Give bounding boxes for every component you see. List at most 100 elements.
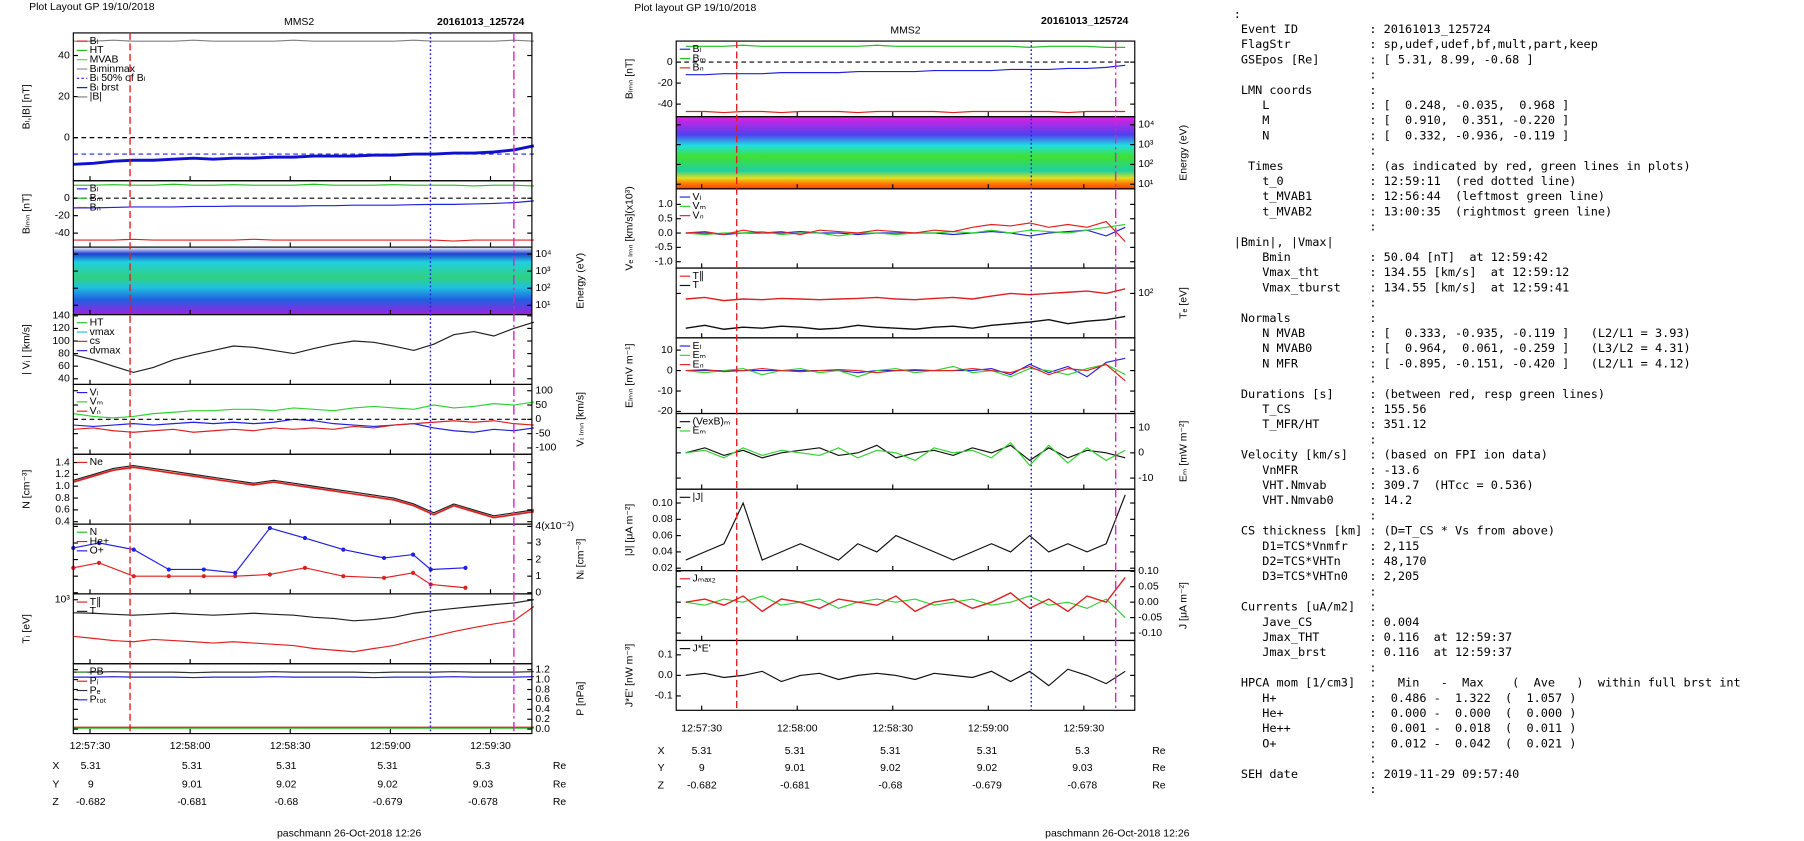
y-tick-label: 0.0 bbox=[658, 670, 673, 681]
y-axis-label: J [μA m⁻²] bbox=[1178, 582, 1189, 629]
series-marker bbox=[463, 565, 468, 570]
info-line: CS thickness [km] : (D=T_CS * Vs from ab… bbox=[1234, 524, 1555, 538]
series-line bbox=[685, 315, 1126, 330]
legend-label: |B| bbox=[90, 92, 102, 103]
y-tick-label: -20 bbox=[658, 406, 673, 417]
legend-label: T bbox=[90, 606, 97, 617]
y-tick-label: 100 bbox=[52, 336, 70, 347]
y-axis-label: Bₗ,|B| [nT] bbox=[22, 84, 33, 129]
y-axis-label: P [nPa] bbox=[576, 682, 587, 716]
series-line bbox=[685, 223, 1126, 237]
panel-frame bbox=[72, 593, 533, 665]
info-line: VHT.Nmvab : 309.7 (HTcc = 0.536) bbox=[1234, 478, 1534, 492]
series-marker bbox=[341, 574, 346, 579]
ephemeris-cell: Re bbox=[1152, 781, 1166, 792]
legend-label: Eₙ bbox=[693, 359, 704, 370]
series-marker bbox=[341, 547, 346, 552]
y-tick-label: 0 bbox=[64, 132, 70, 143]
legend-label: N bbox=[90, 527, 98, 538]
info-line: H+ : 0.486 - 1.322 ( 1.057 ) bbox=[1234, 691, 1577, 705]
y-tick-label: 2 bbox=[535, 554, 541, 565]
series-marker bbox=[96, 560, 102, 565]
info-line: : bbox=[1234, 296, 1377, 310]
series-line bbox=[73, 238, 534, 242]
ephemeris-cell: 9.01 bbox=[785, 763, 806, 774]
y-tick-label: 1.0 bbox=[658, 199, 673, 210]
ephemeris-cell: 5.31 bbox=[276, 761, 297, 772]
legend-label: vmax bbox=[90, 327, 116, 338]
series-marker bbox=[267, 572, 272, 577]
info-line: : bbox=[1234, 144, 1377, 158]
ephemeris-cell: 9.03 bbox=[1072, 763, 1093, 774]
y-tick-label: 0.02 bbox=[652, 563, 673, 574]
info-line: SEH date : 2019-11-29 09:57:40 bbox=[1234, 767, 1520, 781]
legend-label: Vₗ bbox=[90, 387, 99, 398]
info-line: : bbox=[1234, 7, 1241, 21]
footer: paschmann 26-Oct-2018 12:26 bbox=[1045, 828, 1190, 839]
ephemeris-cell: X bbox=[658, 746, 665, 757]
y-tick-label: 50 bbox=[535, 400, 547, 411]
legend-label: Pₜₒₜ bbox=[90, 695, 107, 706]
info-line: Vmax_tht : 134.55 [km/s] at 12:59:12 bbox=[1234, 265, 1570, 279]
x-tick-label: 12:58:30 bbox=[872, 724, 913, 735]
y-tick-label: 0 bbox=[1138, 448, 1144, 459]
ephemeris-cell: -0.68 bbox=[878, 781, 902, 792]
panel-frame bbox=[72, 180, 533, 248]
y-tick-label: 10¹ bbox=[1138, 179, 1154, 190]
y-tick-label: 0.05 bbox=[1138, 581, 1159, 592]
y-axis-label: Eₗₘₙ [mV m⁻¹] bbox=[624, 343, 635, 408]
y-tick-label: 3 bbox=[535, 538, 541, 549]
panel-frame bbox=[72, 663, 533, 735]
y-axis-label: Energy (eV) bbox=[576, 253, 587, 309]
x-tick-label: 12:58:00 bbox=[777, 724, 818, 735]
info-line: He+ : 0.000 - 0.000 ( 0.000 ) bbox=[1234, 706, 1577, 720]
ephemeris-cell: Y bbox=[52, 780, 59, 791]
event-id: 20161013_125724 bbox=[437, 17, 525, 28]
y-tick-label: 10³ bbox=[1138, 139, 1154, 150]
x-tick-label: 12:57:30 bbox=[70, 741, 111, 752]
y-tick-label: 0.5 bbox=[658, 213, 673, 224]
series-line bbox=[73, 418, 534, 433]
panel-frame bbox=[675, 188, 1136, 269]
info-line: Event ID : 20161013_125724 bbox=[1234, 22, 1491, 36]
series-marker bbox=[201, 574, 206, 579]
series-line bbox=[685, 494, 1126, 561]
y-tick-label: 140 bbox=[52, 311, 70, 322]
y-axis-label: Vᵢ ₗₘₙ [km/s] bbox=[576, 392, 587, 447]
x-tick-label: 12:59:00 bbox=[968, 724, 1009, 735]
info-line: Currents [uA/m2] : bbox=[1234, 600, 1377, 614]
legend-label: Bₘ bbox=[90, 193, 104, 204]
y-tick-label: -0.05 bbox=[1138, 612, 1162, 623]
series-line bbox=[685, 220, 1126, 243]
y-tick-label: 10 bbox=[661, 345, 673, 356]
series-line bbox=[73, 599, 534, 622]
y-tick-label: 0.00 bbox=[1138, 597, 1159, 608]
info-line: t_0 : 12:59:11 (red dotted line) bbox=[1234, 174, 1577, 188]
ephemeris-cell: 9.02 bbox=[977, 763, 998, 774]
y-tick-label: 1.2 bbox=[55, 469, 70, 480]
ephemeris-cell: 9 bbox=[699, 763, 705, 774]
ephemeris-cell: 9.02 bbox=[276, 780, 297, 791]
ephemeris-cell: -0.678 bbox=[1068, 781, 1098, 792]
ephemeris-cell: Re bbox=[1152, 746, 1166, 757]
legend-label: Vₙ bbox=[90, 406, 101, 417]
series-line bbox=[685, 441, 1126, 467]
ephemeris-cell: 9.03 bbox=[473, 780, 494, 791]
series-line bbox=[73, 183, 534, 187]
ephemeris-cell: 5.31 bbox=[377, 761, 398, 772]
ephemeris-cell: 5.31 bbox=[692, 746, 713, 757]
series-line bbox=[685, 668, 1126, 687]
series-marker bbox=[201, 567, 206, 572]
legend-label: cs bbox=[90, 336, 100, 347]
panel-frame bbox=[72, 523, 533, 595]
y-tick-label: -0.1 bbox=[655, 691, 673, 702]
info-line: : bbox=[1234, 432, 1377, 446]
y-tick-label: 0.1 bbox=[658, 650, 673, 661]
y-tick-label: 10¹ bbox=[535, 300, 551, 311]
series-line bbox=[685, 288, 1126, 302]
y-tick-label: -20 bbox=[658, 78, 673, 89]
y-tick-label: 10⁴ bbox=[1138, 120, 1154, 131]
plot-header: Plot layout GP 19/10/2018 bbox=[634, 3, 756, 14]
ephemeris-cell: Z bbox=[52, 797, 59, 808]
